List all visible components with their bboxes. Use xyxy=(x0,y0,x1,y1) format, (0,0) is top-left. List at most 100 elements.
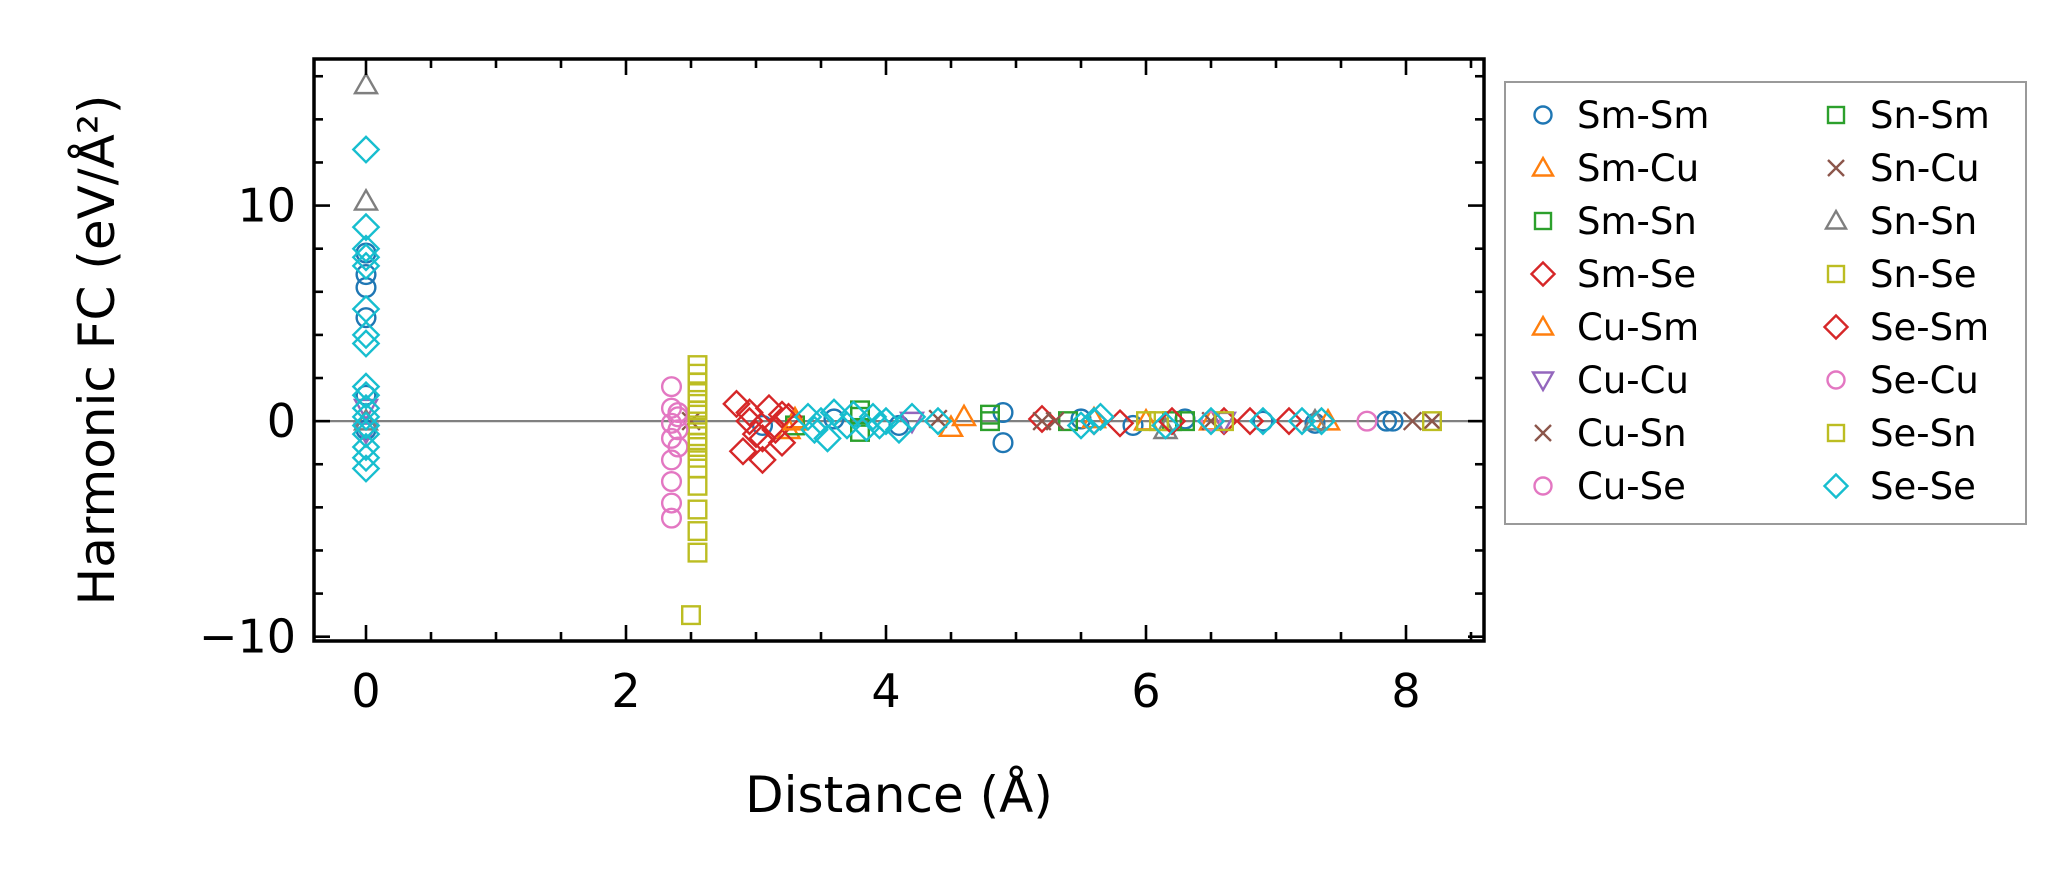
legend-marker xyxy=(1826,264,1846,284)
data-point xyxy=(351,135,381,164)
data-point xyxy=(687,447,708,468)
data-point xyxy=(1235,406,1265,436)
data-point xyxy=(1382,410,1404,432)
data-point xyxy=(1079,406,1109,436)
data-point xyxy=(1248,406,1278,436)
legend-marker xyxy=(1827,159,1845,177)
data-point xyxy=(1196,406,1226,436)
legend-item: Sm-Sm xyxy=(1533,94,1709,137)
x-axis-title: Distance (Å) xyxy=(745,766,1053,824)
data-point xyxy=(1421,411,1442,432)
legend-marker xyxy=(1533,211,1553,231)
x-tick-label: 8 xyxy=(1391,664,1420,718)
data-point xyxy=(767,400,797,430)
data-point xyxy=(351,443,381,473)
legend-marker xyxy=(1822,472,1850,500)
legend-label: Sm-Sn xyxy=(1577,200,1697,243)
data-point xyxy=(1157,406,1187,436)
x-tick-label: 6 xyxy=(1131,664,1160,718)
series-se-cu xyxy=(667,401,689,441)
data-point xyxy=(1151,411,1180,440)
legend-item: Sn-Sm xyxy=(1826,94,1990,137)
data-point xyxy=(687,400,708,421)
legend-label: Se-Cu xyxy=(1870,359,1979,402)
legend-label: Sn-Sm xyxy=(1870,94,1990,137)
data-point xyxy=(660,376,683,398)
data-point xyxy=(950,403,978,427)
series-se-sn xyxy=(687,400,1156,496)
legend-item: Sm-Sn xyxy=(1533,200,1697,243)
data-point xyxy=(667,436,689,458)
legend-item: Cu-Sn xyxy=(1534,412,1687,455)
data-point xyxy=(1066,411,1096,440)
legend-item: Cu-Se xyxy=(1533,465,1686,508)
data-point xyxy=(992,432,1014,454)
legend-marker xyxy=(1533,476,1553,496)
data-point xyxy=(1356,410,1378,432)
series-cu-se xyxy=(660,376,1378,529)
data-point xyxy=(351,411,381,440)
legend-marker xyxy=(1534,424,1552,442)
legend-item: Se-Sm xyxy=(1822,306,1989,349)
series-sn-se xyxy=(681,355,1442,626)
data-point xyxy=(1045,411,1065,431)
data-point xyxy=(351,242,381,272)
data-point xyxy=(980,411,1001,432)
data-point xyxy=(1135,411,1156,432)
data-point xyxy=(660,412,683,434)
plot-area xyxy=(314,59,1484,641)
data-point xyxy=(1402,411,1423,431)
data-point xyxy=(687,521,708,542)
data-point xyxy=(735,406,764,436)
legend-item: Sn-Se xyxy=(1826,253,1977,296)
legend-label: Se-Se xyxy=(1870,465,1976,508)
data-point xyxy=(667,419,689,441)
x-tick-label: 2 xyxy=(611,664,640,718)
data-point xyxy=(1252,410,1274,432)
data-point xyxy=(660,449,683,471)
data-point xyxy=(823,408,845,430)
legend-marker xyxy=(1530,155,1556,177)
legend-label: Cu-Se xyxy=(1577,465,1686,508)
legend-marker xyxy=(1826,423,1846,443)
data-point xyxy=(923,406,953,436)
legend-label: Sm-Se xyxy=(1577,253,1696,296)
legend-marker xyxy=(1529,260,1557,288)
legend-marker xyxy=(1826,370,1846,390)
axes-border xyxy=(312,57,1486,643)
plot-frame xyxy=(314,59,1484,641)
legend-label: Sn-Cu xyxy=(1870,147,1980,190)
data-point xyxy=(687,432,708,453)
legend-frame xyxy=(1504,81,2027,525)
legend-label: Sm-Sm xyxy=(1577,94,1709,137)
data-point xyxy=(687,499,708,520)
data-point xyxy=(351,380,381,410)
data-point xyxy=(800,415,829,445)
data-point xyxy=(813,424,842,453)
legend-item: Se-Cu xyxy=(1826,359,1979,402)
legend-marker xyxy=(1822,313,1850,341)
y-axis-title: Harmonic FC (eV/Å²) xyxy=(68,95,126,606)
y-tick-label: −10 xyxy=(199,610,296,664)
series-sn-cu xyxy=(1045,411,1442,431)
data-point xyxy=(681,605,702,626)
legend-label: Sn-Se xyxy=(1870,253,1977,296)
data-point xyxy=(352,187,380,211)
axis-ticks xyxy=(314,59,1484,641)
data-point xyxy=(660,507,683,529)
legend-label: Se-Sn xyxy=(1870,412,1977,455)
legend-marker xyxy=(1533,105,1553,125)
data-point xyxy=(832,411,862,440)
legend-label: Sm-Cu xyxy=(1577,147,1699,190)
data-point xyxy=(748,424,777,453)
data-point xyxy=(351,212,381,242)
data-point xyxy=(1027,404,1057,434)
data-point xyxy=(1200,410,1222,432)
data-point xyxy=(687,542,708,563)
data-point xyxy=(1122,414,1144,436)
legend-label: Se-Sm xyxy=(1870,306,1989,349)
legend-label: Sn-Sn xyxy=(1870,200,1977,243)
legend-label: Cu-Sm xyxy=(1577,306,1699,349)
data-point xyxy=(1274,406,1304,436)
